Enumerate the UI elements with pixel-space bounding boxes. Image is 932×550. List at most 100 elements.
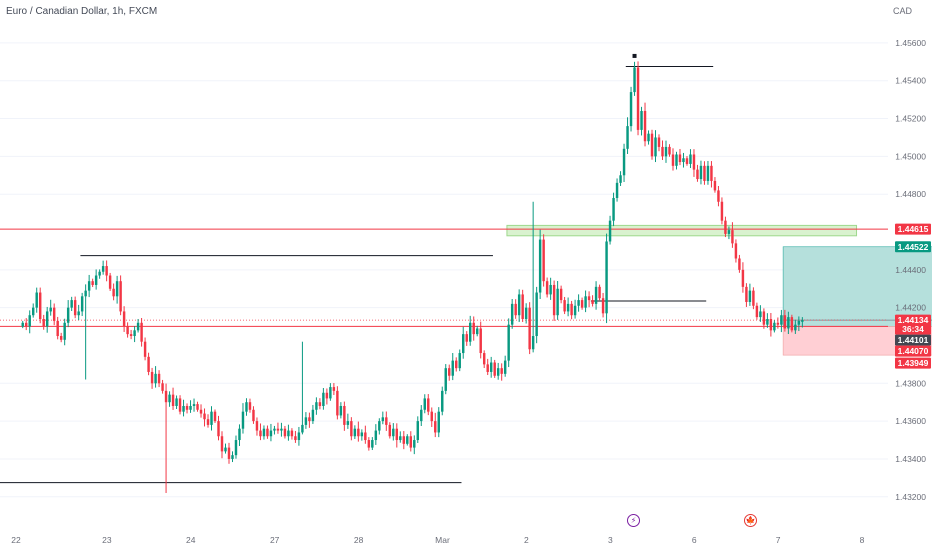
candle-body	[524, 307, 528, 320]
candle-body	[566, 303, 570, 312]
price-label-bg	[895, 314, 931, 326]
time-tick-label: 24	[186, 535, 196, 545]
candle-body	[150, 371, 154, 384]
candle-body	[301, 424, 304, 433]
candle-body	[28, 315, 31, 327]
candle-body	[182, 405, 185, 412]
time-tick-label: 22	[11, 535, 21, 545]
candle-body	[486, 364, 489, 372]
candle-body	[346, 421, 350, 425]
candle-body	[31, 307, 35, 316]
candle-body	[406, 436, 409, 444]
candle-body	[755, 305, 759, 318]
time-tick-label: 28	[354, 535, 364, 545]
candle-body	[52, 307, 56, 321]
candle-body	[615, 182, 619, 198]
candle-body	[276, 428, 280, 431]
candle-body	[759, 311, 762, 318]
candle-body	[510, 303, 514, 325]
candle-body	[203, 413, 206, 420]
candle-body	[503, 360, 507, 374]
candle-body	[678, 154, 682, 163]
candle-body	[91, 281, 94, 285]
candle-body	[542, 239, 545, 282]
candle-body	[423, 398, 426, 410]
candle-body	[608, 220, 612, 242]
candle-body	[696, 169, 699, 180]
candle-body	[619, 175, 622, 183]
candle-body	[238, 428, 241, 441]
price-tick-label: 1.43800	[895, 378, 926, 388]
candle-body	[332, 387, 336, 391]
candle-body	[594, 286, 598, 304]
candle-body	[752, 290, 755, 306]
canada-flag-icon[interactable]: 🍁	[744, 514, 757, 527]
candle-body	[661, 146, 664, 157]
candle-body	[496, 368, 500, 376]
candle-body	[465, 334, 468, 342]
candle-body	[262, 428, 266, 437]
candle-body	[671, 154, 675, 166]
candle-body	[154, 373, 157, 384]
candle-body	[283, 428, 287, 437]
candle-body	[493, 362, 496, 376]
candle-body	[161, 383, 164, 391]
price-label-text: 1.44070	[898, 346, 929, 356]
candle-body	[713, 180, 717, 191]
price-tick-label: 1.45400	[895, 76, 926, 86]
candle-body	[552, 284, 556, 316]
candle-body	[584, 296, 587, 308]
candle-body	[87, 281, 91, 291]
candle-body	[549, 284, 552, 295]
candle-body	[727, 230, 731, 234]
candle-body	[563, 300, 566, 312]
candle-body	[664, 146, 668, 157]
candle-body	[175, 398, 178, 406]
price-label-text: 1.44134	[898, 315, 929, 325]
candle-body	[367, 440, 371, 448]
candle-body	[378, 421, 381, 431]
price-label-bg	[895, 323, 931, 335]
candle-body	[56, 320, 59, 337]
time-tick-label: 7	[776, 535, 781, 545]
candle-body	[94, 275, 98, 285]
candle-body	[280, 428, 283, 431]
candle-body	[325, 392, 329, 399]
candle-body	[231, 455, 234, 459]
candle-body	[472, 322, 475, 335]
candle-body	[647, 133, 650, 142]
candle-body	[399, 436, 402, 441]
candle-body	[783, 315, 787, 329]
candle-body	[434, 421, 437, 433]
candle-body	[717, 190, 720, 202]
candle-body	[762, 311, 766, 325]
candle-body	[668, 146, 671, 155]
candle-body	[570, 303, 573, 316]
candle-body	[500, 368, 503, 374]
candle-body	[720, 201, 724, 221]
candle-body	[545, 281, 549, 295]
candle-body	[364, 432, 367, 441]
candle-body	[559, 288, 563, 301]
candle-body	[77, 311, 80, 316]
candle-body	[84, 290, 87, 297]
candle-body	[598, 286, 601, 299]
price-label-text: 1.43949	[898, 358, 929, 368]
candle-body	[385, 417, 388, 425]
candle-body	[580, 300, 584, 308]
candle-body	[122, 311, 126, 327]
candle-body	[112, 288, 115, 297]
lightning-icon[interactable]: ⚡	[627, 514, 640, 527]
price-tick-label: 1.44400	[895, 265, 926, 275]
candle-body	[336, 390, 339, 416]
candle-body	[105, 266, 108, 276]
candle-body	[776, 322, 780, 325]
candle-body	[287, 430, 290, 437]
candle-body	[392, 428, 395, 437]
candle-body	[164, 390, 168, 403]
candle-body	[66, 307, 70, 323]
candle-body	[266, 428, 269, 437]
price-label-text: 36:34	[902, 324, 924, 334]
price-tick-label: 1.45000	[895, 151, 926, 161]
